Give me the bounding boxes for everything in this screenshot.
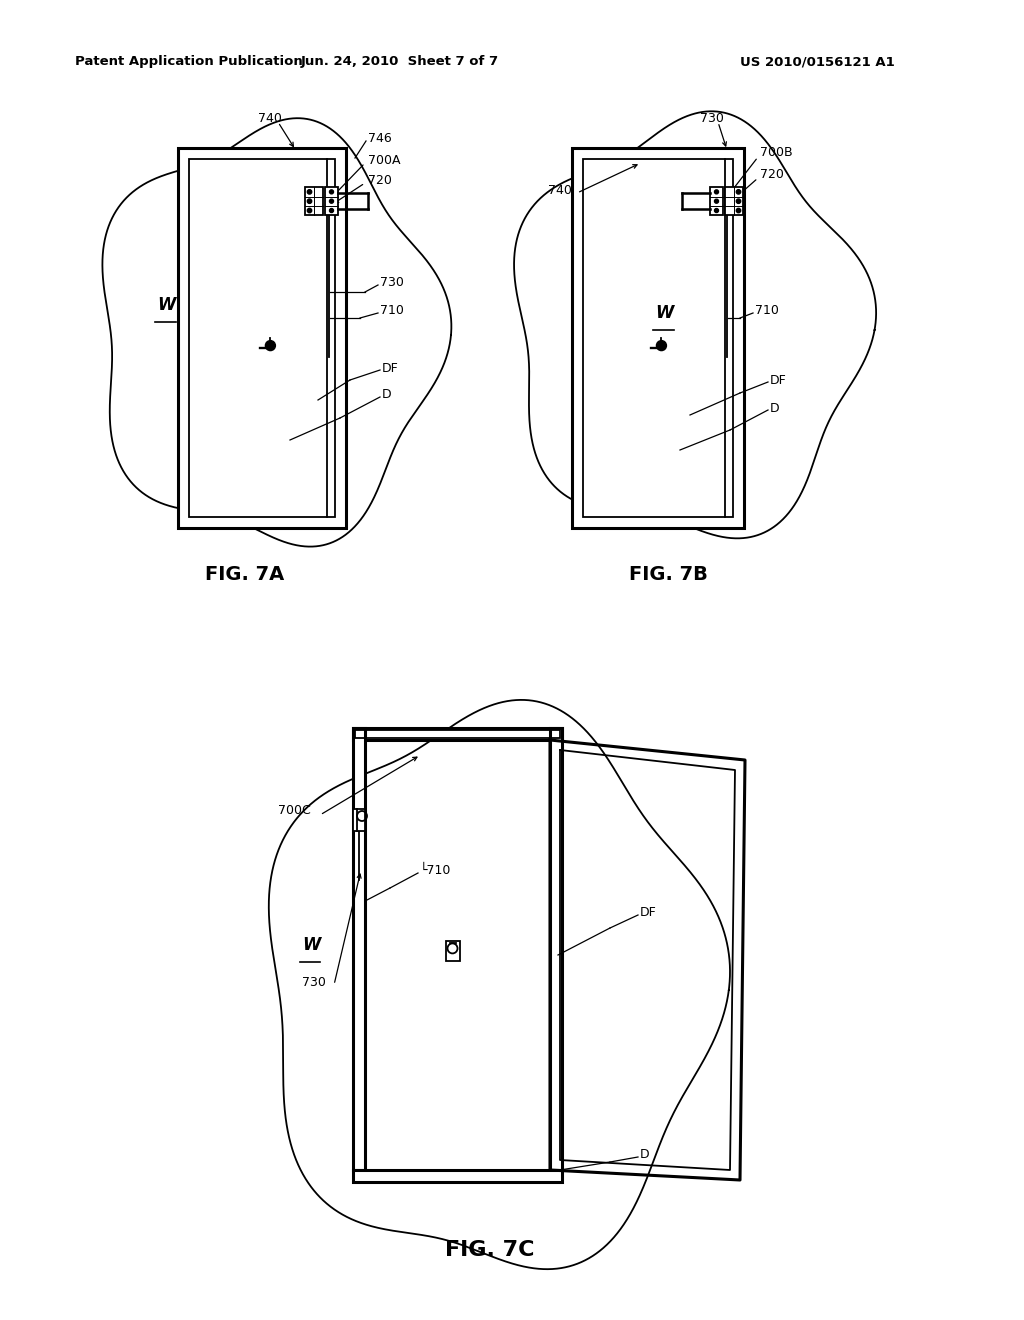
Bar [178, 148, 346, 528]
Circle shape [736, 190, 740, 194]
Text: 700C: 700C [278, 804, 310, 817]
Text: D: D [382, 388, 391, 401]
Circle shape [715, 199, 719, 203]
Text: 730: 730 [380, 276, 403, 289]
Circle shape [307, 199, 311, 203]
Text: W: W [655, 304, 674, 322]
Text: 700B: 700B [760, 147, 793, 160]
Circle shape [715, 209, 719, 213]
Text: FIG. 7A: FIG. 7A [206, 565, 285, 585]
Text: DF: DF [382, 362, 398, 375]
Text: 720: 720 [368, 173, 392, 186]
Bar [355, 730, 560, 738]
Text: W: W [302, 936, 321, 954]
Circle shape [330, 209, 334, 213]
Circle shape [736, 199, 740, 203]
Bar [725, 187, 743, 215]
Circle shape [265, 341, 275, 351]
Bar [572, 148, 744, 528]
Bar [710, 187, 723, 215]
Text: 730: 730 [302, 975, 326, 989]
Text: 700A: 700A [368, 153, 400, 166]
Text: DF: DF [770, 374, 786, 387]
Bar [583, 158, 733, 517]
Text: 746: 746 [368, 132, 392, 144]
Text: Jun. 24, 2010  Sheet 7 of 7: Jun. 24, 2010 Sheet 7 of 7 [301, 55, 499, 69]
Circle shape [736, 209, 740, 213]
Text: Patent Application Publication: Patent Application Publication [75, 55, 303, 69]
Text: 740: 740 [258, 111, 282, 124]
Text: FIG. 7B: FIG. 7B [629, 565, 708, 585]
Circle shape [307, 209, 311, 213]
Text: US 2010/0156121 A1: US 2010/0156121 A1 [740, 55, 895, 69]
Circle shape [307, 190, 311, 194]
Bar [353, 1170, 562, 1181]
Text: FIG. 7C: FIG. 7C [445, 1239, 535, 1261]
Bar [445, 941, 460, 961]
Bar [189, 158, 335, 517]
Bar [353, 729, 562, 741]
Circle shape [330, 190, 334, 194]
Text: 740: 740 [548, 183, 571, 197]
Text: W: W [157, 296, 175, 314]
Bar [353, 729, 365, 1170]
Bar [353, 809, 365, 832]
Text: D: D [770, 401, 779, 414]
Text: DF: DF [640, 906, 656, 919]
Text: 710: 710 [380, 304, 403, 317]
Text: D: D [640, 1148, 649, 1162]
Text: 710: 710 [755, 304, 779, 317]
Bar [305, 187, 323, 215]
Circle shape [330, 199, 334, 203]
Text: 720: 720 [760, 169, 784, 181]
Text: 730: 730 [700, 111, 724, 124]
Circle shape [656, 341, 667, 351]
Bar [325, 187, 338, 215]
Bar [550, 729, 562, 1170]
Circle shape [715, 190, 719, 194]
Text: └710: └710 [420, 863, 452, 876]
